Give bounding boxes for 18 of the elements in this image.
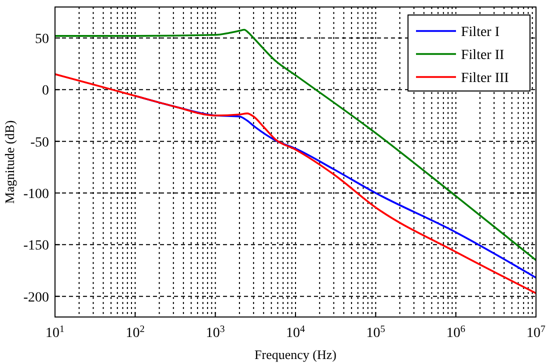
y-tick-label: -200 xyxy=(23,290,49,306)
y-axis-title: Magnitude (dB) xyxy=(2,120,17,204)
x-tick-label: 10$^{2}$ xyxy=(126,324,145,341)
x-tick-label: 10$^{5}$ xyxy=(366,324,386,341)
x-tick-label: 10$^{1}$ xyxy=(46,324,65,341)
legend-label: Filter II xyxy=(461,48,504,63)
legend-label: Filter I xyxy=(461,25,500,40)
y-tick-label: -100 xyxy=(23,187,49,202)
y-tick-label: 50 xyxy=(35,32,49,47)
x-tick-label: 10$^{4}$ xyxy=(286,324,306,341)
x-tick-label: 10$^{7}$ xyxy=(526,324,546,341)
y-tick-label: -50 xyxy=(30,135,49,150)
y-tick-label: -150 xyxy=(23,238,49,254)
y-tick-label: 0 xyxy=(42,84,49,99)
x-tick-label: 10$^{3}$ xyxy=(206,324,225,341)
legend-label: Filter III xyxy=(461,71,510,86)
x-tick-label: 10$^{6}$ xyxy=(446,324,466,341)
x-axis-title: Frequency (Hz) xyxy=(254,347,336,362)
